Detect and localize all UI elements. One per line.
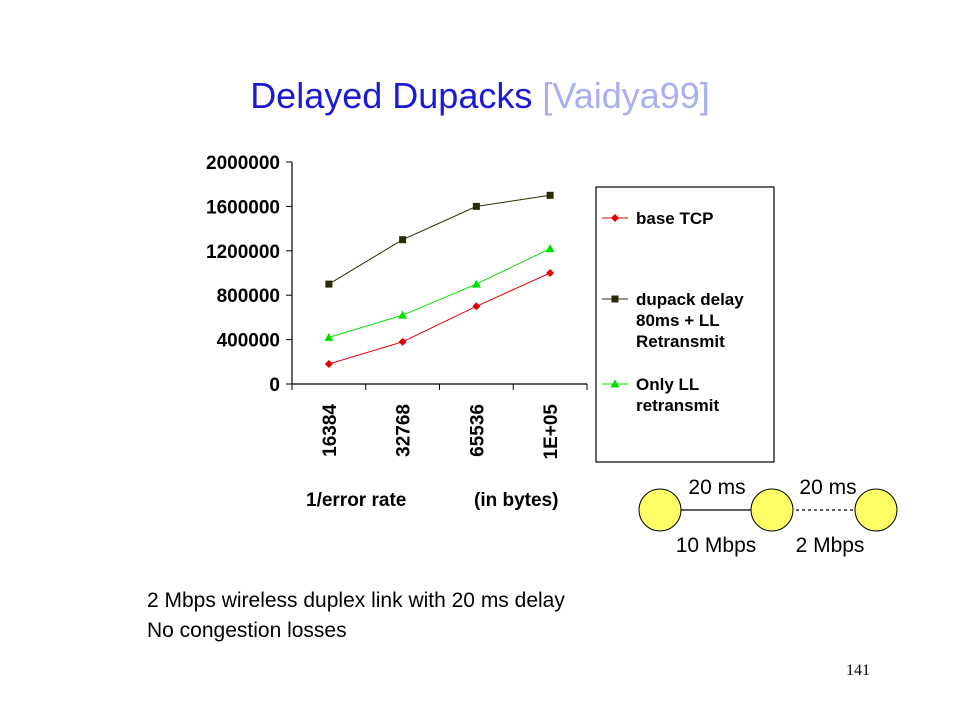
bandwidth-right-label: 2 Mbps bbox=[796, 534, 865, 557]
series-line bbox=[328, 194, 551, 285]
data-point bbox=[471, 279, 481, 288]
data-point bbox=[324, 360, 333, 369]
legend-entry: dupack delay 80ms + LL Retransmit bbox=[602, 290, 744, 351]
legend-label: base TCP bbox=[636, 209, 713, 228]
legend-label: Only LL bbox=[636, 375, 699, 394]
legend-label: retransmit bbox=[636, 396, 719, 415]
delay-left-label: 20 ms bbox=[688, 476, 745, 499]
data-point bbox=[546, 269, 555, 277]
y-tick-label: 1200000 bbox=[206, 242, 280, 263]
page-number: 141 bbox=[846, 662, 870, 679]
y-tick-label: 2000000 bbox=[206, 153, 280, 174]
legend-entry: base TCP bbox=[602, 209, 713, 228]
bandwidth-left-label: 10 Mbps bbox=[676, 534, 757, 557]
data-point bbox=[398, 337, 407, 346]
legend-label: 80ms + LL bbox=[636, 311, 720, 330]
data-point bbox=[472, 202, 480, 210]
legend-entry: Only LL retransmit bbox=[602, 375, 719, 415]
data-point bbox=[545, 244, 555, 253]
data-point bbox=[398, 310, 408, 319]
x-tick-label: 16384 bbox=[320, 404, 341, 457]
data-point bbox=[324, 332, 334, 341]
network-topology: 20 ms 20 ms 10 Mbps 2 Mbps bbox=[638, 476, 898, 557]
title-main: Delayed Dupacks bbox=[250, 75, 533, 116]
slide-notes: 2 Mbps wireless duplex link with 20 ms d… bbox=[147, 586, 565, 646]
series-3 bbox=[324, 244, 555, 341]
x-axis-label-units: (in bytes) bbox=[474, 490, 558, 511]
x-tick-label: 1E+05 bbox=[541, 404, 562, 460]
data-point bbox=[546, 191, 554, 199]
data-point bbox=[399, 236, 407, 244]
data-point bbox=[325, 280, 333, 288]
legend-box bbox=[595, 186, 775, 463]
series-1 bbox=[324, 269, 555, 369]
series-2 bbox=[325, 191, 554, 288]
chart-axes: 0 400000 800000 1200000 1600000 2000000 16384 3… bbox=[206, 153, 588, 511]
x-tick-label: 65536 bbox=[467, 404, 488, 457]
legend-marker bbox=[610, 379, 620, 388]
legend-marker bbox=[611, 214, 619, 222]
y-tick-label: 400000 bbox=[217, 331, 280, 352]
slide-title: Delayed Dupacks [Vaidya99] bbox=[0, 72, 960, 120]
receiver-node bbox=[854, 488, 898, 532]
y-tick-label: 1600000 bbox=[206, 197, 280, 218]
x-tick-label: 32768 bbox=[394, 404, 415, 457]
title-citation: [Vaidya99] bbox=[542, 75, 710, 116]
base-station-node bbox=[750, 488, 794, 532]
x-axis-label: 1/error rate bbox=[306, 490, 406, 511]
sender-node bbox=[638, 488, 682, 532]
legend-label: dupack delay bbox=[636, 290, 744, 309]
legend-marker bbox=[611, 295, 619, 303]
y-tick-label: 800000 bbox=[217, 286, 280, 307]
chart-series bbox=[324, 191, 555, 369]
y-tick-label: 0 bbox=[269, 375, 280, 396]
note-line: No congestion losses bbox=[147, 619, 347, 642]
chart-legend: base TCP dupack delay 80ms + LL Retransmit O… bbox=[595, 186, 775, 463]
legend-label: Retransmit bbox=[636, 332, 725, 351]
delay-right-label: 20 ms bbox=[799, 476, 856, 499]
note-line: 2 Mbps wireless duplex link with 20 ms d… bbox=[147, 589, 565, 612]
data-point bbox=[472, 302, 481, 311]
series-line bbox=[328, 248, 551, 338]
series-line bbox=[328, 272, 551, 365]
